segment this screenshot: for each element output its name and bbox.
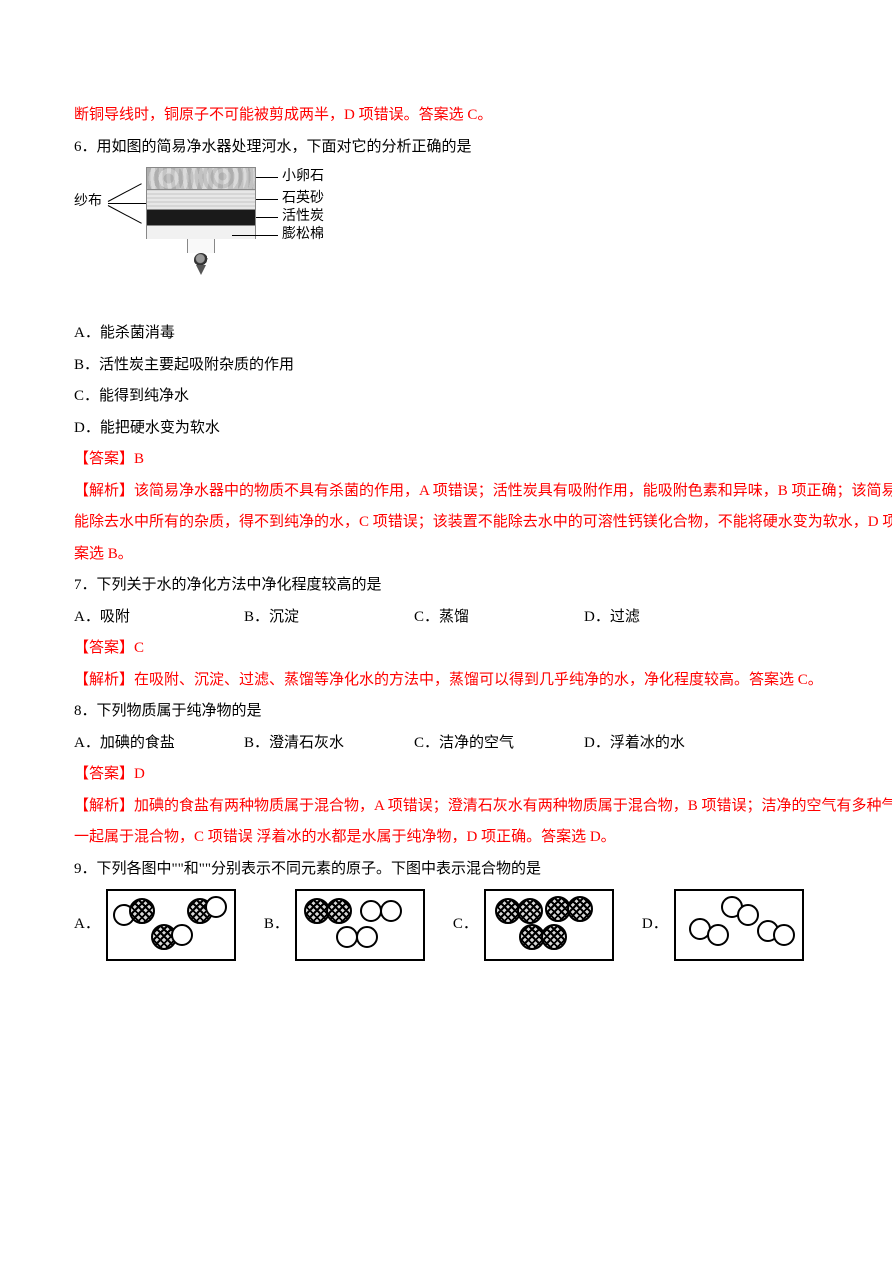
filter-layer-cotton — [146, 225, 256, 239]
filter-left-lead-lines — [106, 173, 146, 235]
q9-option-c-label: C． — [453, 909, 478, 941]
atom-open — [171, 924, 193, 946]
atom-open — [773, 924, 795, 946]
q9-option-d: D． — [642, 889, 804, 961]
q8-explain: 【解析】加碘的食盐有两种物质属于混合物，A 项错误；澄清石灰水有两种物质属于混合… — [74, 791, 892, 854]
filter-funnel — [146, 167, 256, 275]
atom-open — [205, 896, 227, 918]
atom-hatched — [326, 898, 352, 924]
atom-hatched — [517, 898, 543, 924]
q9-option-b: B． — [264, 889, 425, 961]
filter-left-label: 纱布 — [74, 195, 102, 209]
filter-right-label-0: 小卵石 — [282, 170, 324, 184]
filter-layer-pebble — [146, 167, 256, 189]
atom-open — [336, 926, 358, 948]
water-filter-diagram: 纱布 小卵石 石英砂 活性炭 膨松棉 — [74, 167, 334, 312]
q9-box-d — [674, 889, 804, 961]
atom-hatched — [541, 924, 567, 950]
q8-option-a: A．加碘的食盐 — [74, 728, 244, 760]
atom-open — [707, 924, 729, 946]
q8-answer: 【答案】D — [74, 759, 892, 791]
filter-tip — [196, 265, 206, 275]
atom-hatched — [129, 898, 155, 924]
lead-line — [232, 235, 278, 236]
atom-open — [380, 900, 402, 922]
q8-option-d: D．浮着冰的水 — [584, 728, 685, 760]
q7-answer: 【答案】C — [74, 633, 892, 665]
q7-option-b: B．沉淀 — [244, 602, 414, 634]
q9-box-b — [295, 889, 425, 961]
q9-stem: 9．下列各图中""和""分别表示不同元素的原子。下图中表示混合物的是 — [74, 854, 892, 886]
q8-option-c: C．洁净的空气 — [414, 728, 584, 760]
filter-neck — [187, 239, 215, 253]
q6-option-d: D．能把硬水变为软水 — [74, 413, 892, 445]
lead-line — [256, 217, 278, 218]
q9-option-a: A． — [74, 889, 236, 961]
q7-option-c: C．蒸馏 — [414, 602, 584, 634]
q7-options-row: A．吸附 B．沉淀 C．蒸馏 D．过滤 — [74, 602, 892, 634]
q7-explain: 【解析】在吸附、沉淀、过滤、蒸馏等净化水的方法中，蒸馏可以得到几乎纯净的水，净化… — [74, 665, 892, 697]
q9-box-c — [484, 889, 614, 961]
q7-option-d: D．过滤 — [584, 602, 640, 634]
filter-layer-quartz — [146, 189, 256, 209]
atom-open — [356, 926, 378, 948]
q7-stem: 7．下列关于水的净化方法中净化程度较高的是 — [74, 570, 892, 602]
q9-option-b-label: B． — [264, 909, 289, 941]
filter-layer-charcoal — [146, 209, 256, 225]
q6-stem: 6．用如图的简易净水器处理河水，下面对它的分析正确的是 — [74, 132, 892, 164]
filter-right-label-1: 石英砂 — [282, 192, 324, 206]
q6-option-c: C．能得到纯净水 — [74, 381, 892, 413]
q9-option-d-label: D． — [642, 909, 668, 941]
lead-line — [256, 199, 278, 200]
atom-hatched — [567, 896, 593, 922]
q6-explain: 【解析】该简易净水器中的物质不具有杀菌的作用，A 项错误；活性炭具有吸附作用，能… — [74, 476, 892, 571]
atom-open — [360, 900, 382, 922]
q7-option-a: A．吸附 — [74, 602, 244, 634]
q8-options-row: A．加碘的食盐 B．澄清石灰水 C．洁净的空气 D．浮着冰的水 — [74, 728, 892, 760]
q9-option-c: C． — [453, 889, 614, 961]
q6-option-b: B．活性炭主要起吸附杂质的作用 — [74, 350, 892, 382]
q9-box-a — [106, 889, 236, 961]
q5-explain-trail: 断铜导线时，铜原子不可能被剪成两半，D 项错误。答案选 C。 — [74, 100, 892, 132]
filter-right-label-2: 活性炭 — [282, 210, 324, 224]
atom-open — [737, 904, 759, 926]
q9-option-a-label: A． — [74, 909, 100, 941]
q8-option-b: B．澄清石灰水 — [244, 728, 414, 760]
filter-right-label-3: 膨松棉 — [282, 228, 324, 242]
q9-particle-row: A． B． C． D． — [74, 889, 892, 961]
q8-stem: 8．下列物质属于纯净物的是 — [74, 696, 892, 728]
q6-option-a: A．能杀菌消毒 — [74, 318, 892, 350]
q6-answer: 【答案】B — [74, 444, 892, 476]
lead-line — [256, 177, 278, 178]
